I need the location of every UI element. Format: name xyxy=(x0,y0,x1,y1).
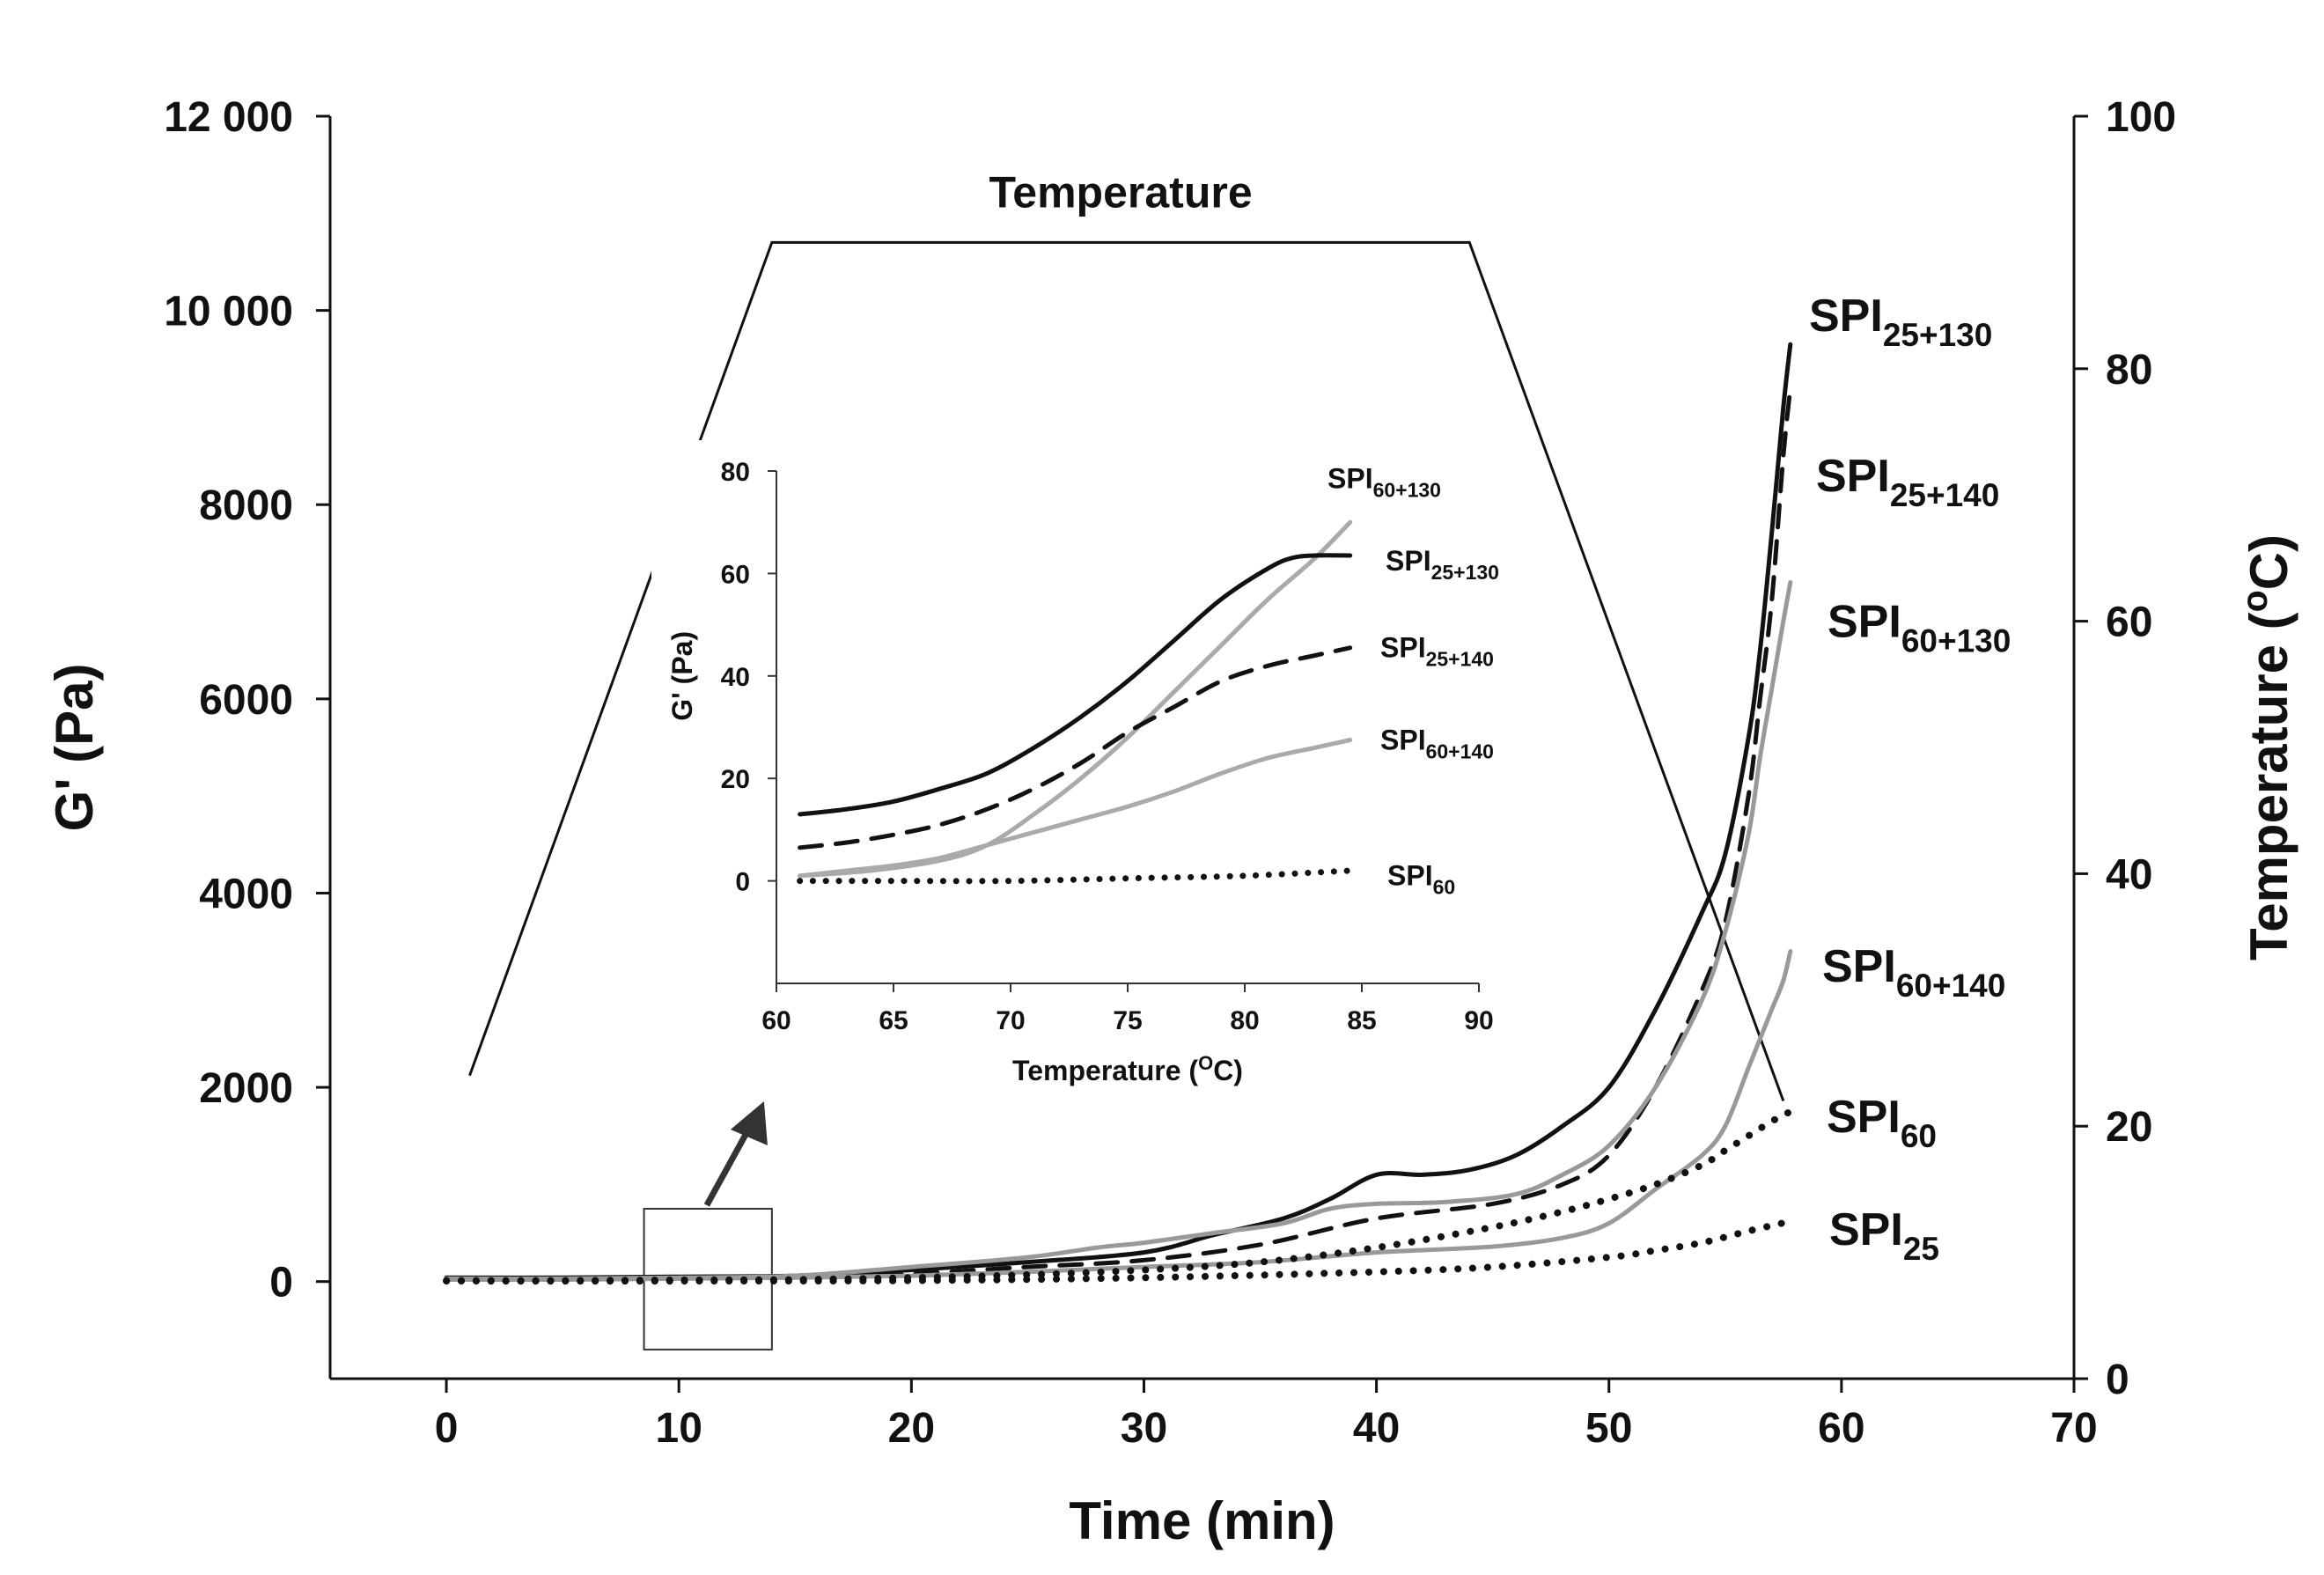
x-tick-label: 30 xyxy=(1121,1405,1167,1452)
series-label-SPI25-base: SPI xyxy=(1829,1204,1903,1255)
x-axis-title: Time (min) xyxy=(1069,1491,1335,1550)
series-label-SPI60-subscript: 60 xyxy=(1901,1118,1937,1154)
zoom-arrow-head xyxy=(730,1100,768,1145)
series-line-SPI60+130 xyxy=(444,580,1793,1281)
inset-y-axis-title: G' (Pa) xyxy=(666,631,698,721)
x-tick-label: 50 xyxy=(1585,1405,1632,1452)
y2-tick-label: 20 xyxy=(2106,1104,2152,1151)
inset-series-label-SPI25+130-base: SPI xyxy=(1386,545,1431,577)
y2-axis-title: Temperature (oC) xyxy=(2234,534,2298,960)
y2-tick-label: 100 xyxy=(2106,94,2176,141)
series-label-SPI60+140-base: SPI xyxy=(1822,941,1896,992)
inset-x-tick-label: 70 xyxy=(996,1006,1025,1035)
y-axis-title: G' (Pa) xyxy=(45,664,104,832)
temperature-label: Temperature xyxy=(989,167,1252,217)
inset-series-label-SPI60+130-base: SPI xyxy=(1327,463,1373,495)
series-label-SPI25+130-subscript: 25+130 xyxy=(1883,317,1993,353)
series-label-SPI60+130-base: SPI xyxy=(1828,597,1901,648)
inset-series-label-SPI25+130: SPI25+130 xyxy=(1386,545,1499,584)
x-tick-label: 70 xyxy=(2050,1405,2097,1452)
inset-y-tick-label: 0 xyxy=(735,868,750,897)
inset-series-label-SPI60+140-base: SPI xyxy=(1380,724,1426,755)
y-tick-label: 4000 xyxy=(199,871,293,917)
series-label-SPI25+130: SPI25+130 xyxy=(1809,291,1992,353)
series-label-SPI25+140-subscript: 25+140 xyxy=(1890,477,2000,513)
y-tick-label: 0 xyxy=(269,1260,293,1306)
series-label-SPI25-subscript: 25 xyxy=(1903,1231,1939,1267)
inset-x-tick-label: 90 xyxy=(1464,1006,1493,1035)
x-tick-label: 0 xyxy=(435,1405,459,1452)
y-tick-label: 6000 xyxy=(199,677,293,724)
series-line-SPI60 xyxy=(443,1108,1794,1284)
y-tick-label: 10 000 xyxy=(164,289,293,335)
inset-series-label-SPI60+130: SPI60+130 xyxy=(1327,463,1441,502)
inset-series-label-SPI25+140-base: SPI xyxy=(1380,632,1426,664)
inset-x-axis-title-superscript: O xyxy=(1198,1052,1213,1074)
series-label-SPI25+140-base: SPI xyxy=(1816,451,1890,502)
inset-series-label-SPI25+140-subscript: 25+140 xyxy=(1426,648,1494,671)
series-label-SPI60+130-subscript: 60+130 xyxy=(1901,623,2011,659)
y2-tick-label: 60 xyxy=(2106,600,2152,646)
inset-y-tick-label: 40 xyxy=(721,663,750,692)
inset-x-tick-label: 80 xyxy=(1230,1006,1259,1035)
inset-x-tick-label: 85 xyxy=(1347,1006,1376,1035)
inset-y-tick-label: 60 xyxy=(721,560,750,589)
series-line-SPI25 xyxy=(443,1218,1794,1285)
series-label-SPI60+130: SPI60+130 xyxy=(1828,597,2011,659)
series-label-SPI60-base: SPI xyxy=(1827,1092,1901,1143)
inset-x-axis-title-text: Temperature ( xyxy=(1012,1055,1198,1086)
inset-series-label-SPI60+140-subscript: 60+140 xyxy=(1426,740,1494,762)
inset-x-axis-title-unit: C) xyxy=(1213,1055,1243,1086)
y2-axis-title-superscript: o xyxy=(2234,590,2275,612)
inset-series-label-SPI60+140: SPI60+140 xyxy=(1380,724,1494,762)
series-label-SPI25+140: SPI25+140 xyxy=(1816,451,1999,513)
inset-x-tick-label: 65 xyxy=(879,1006,908,1035)
y2-tick-label: 80 xyxy=(2106,347,2152,394)
inset-chart: 60 65 70 75 80 85 90 0 20 40 60 80 Temperature (OC) G… xyxy=(651,440,1532,1086)
y-tick-label: 2000 xyxy=(199,1065,293,1112)
inset-background xyxy=(651,440,1532,1021)
inset-series-label-SPI25+140: SPI25+140 xyxy=(1380,632,1494,671)
inset-x-tick-label: 75 xyxy=(1113,1006,1142,1035)
series-label-SPI25: SPI25 xyxy=(1829,1204,1939,1267)
inset-series-line-SPI25+130 xyxy=(798,553,1353,817)
inset-series-label-SPI60-base: SPI xyxy=(1387,860,1433,892)
inset-series-line-SPI60+130 xyxy=(798,519,1353,879)
inset-series-line-SPI60+140 xyxy=(798,738,1353,879)
y2-tick-label: 0 xyxy=(2106,1357,2129,1403)
y2-axis-title-text: Temperature ( xyxy=(2239,612,2298,960)
y2-axis-title-unit: C) xyxy=(2239,534,2298,590)
series-label-SPI60+140: SPI60+140 xyxy=(1822,941,2005,1004)
inset-y-tick-label: 20 xyxy=(721,765,750,794)
inset-series-line-SPI25+140 xyxy=(798,645,1353,850)
x-tick-label: 40 xyxy=(1353,1405,1400,1452)
y2-tick-label: 40 xyxy=(2106,851,2152,898)
inset-x-tick-label: 60 xyxy=(761,1006,791,1035)
inset-x-axis-title: Temperature (OC) xyxy=(1012,1052,1243,1086)
inset-series-label-SPI60+130-subscript: 60+130 xyxy=(1373,479,1441,502)
x-tick-label: 20 xyxy=(888,1405,935,1452)
y-tick-label: 8000 xyxy=(199,482,293,529)
inset-series-label-SPI60: SPI60 xyxy=(1387,860,1455,899)
x-tick-label: 10 xyxy=(656,1405,702,1452)
inset-y-tick-label: 80 xyxy=(721,458,750,487)
series-line-SPI60+140 xyxy=(444,949,1793,1283)
x-tick-label: 60 xyxy=(1818,1405,1864,1452)
series-label-SPI25+130-base: SPI xyxy=(1809,291,1883,342)
y-tick-label: 12 000 xyxy=(164,94,293,141)
series-label-SPI60: SPI60 xyxy=(1827,1092,1937,1154)
series-label-SPI60+140-subscript: 60+140 xyxy=(1896,968,2006,1004)
inset-series-label-SPI25+130-subscript: 25+130 xyxy=(1431,561,1499,584)
inset-series-label-SPI60-subscript: 60 xyxy=(1433,876,1456,899)
